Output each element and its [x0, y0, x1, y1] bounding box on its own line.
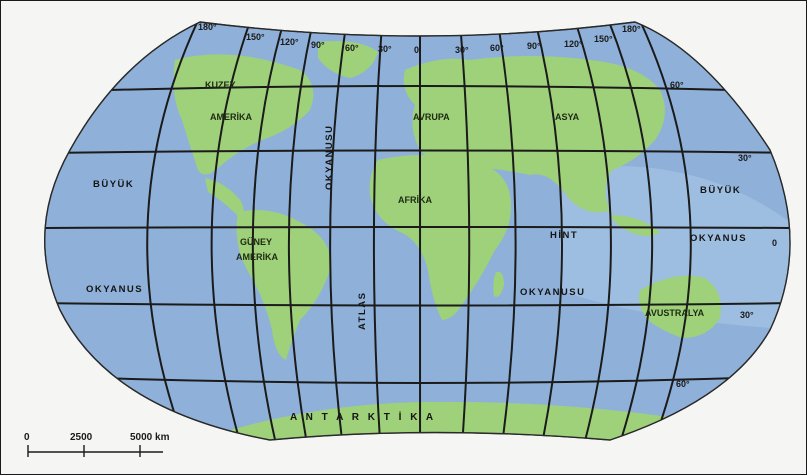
label-asia: ASYA [555, 112, 580, 122]
lat-label-30n: 30° [738, 153, 752, 163]
meridian-0 [146, 22, 209, 440]
scale-label-end: 5000 km [130, 432, 170, 443]
lon-label-w90: 90° [311, 40, 325, 50]
australia-landmass [639, 275, 721, 338]
lat-label-60n: 60° [670, 80, 684, 90]
lon-label-e90: 90° [527, 41, 541, 51]
meridian-11 [599, 22, 654, 440]
label-africa: AFRİKA [398, 195, 432, 205]
meridian-10 [567, 22, 612, 440]
meridian-5 [372, 22, 385, 440]
madagascar-landmass [493, 271, 504, 297]
lat-label-30s: 30° [740, 310, 754, 320]
lon-label-e30: 30° [455, 45, 469, 55]
meridian-2 [251, 22, 291, 440]
meridian-3 [287, 22, 319, 440]
lon-label-w30: 30° [378, 44, 392, 54]
label-pacific-west-1: BÜYÜK [93, 179, 134, 190]
label-atlantic-1: ATLAS [357, 292, 368, 330]
label-pacific-east-1: BÜYÜK [700, 185, 741, 196]
scale-label-start: 0 [24, 432, 30, 443]
label-indian-2: OKYANUSU [520, 287, 586, 298]
lon-label-w120: 120° [280, 37, 299, 47]
lat-label-60s: 60° [676, 379, 690, 389]
southeast-asia-islands [610, 215, 660, 236]
label-north-america-2: AMERİKA [210, 112, 252, 122]
map-outline [43, 21, 791, 441]
label-antarctica: A N T A R K T İ K A [290, 410, 436, 423]
scale-bar: 0 2500 5000 km [24, 432, 170, 457]
scale-label-mid: 2500 [70, 432, 93, 443]
meridian-1 [210, 22, 259, 440]
lon-label-0: 0 [414, 45, 419, 55]
label-pacific-east-2: OKYANUS [690, 233, 747, 244]
label-north-america-1: KUZEY [205, 80, 236, 90]
label-indian-1: HİNT [550, 230, 578, 241]
label-europe: AVRUPA [413, 112, 450, 122]
meridian-7 [457, 22, 471, 440]
label-south-america-2: AMERİKA [236, 252, 278, 262]
label-australia: AVUSTRALYA [645, 308, 705, 318]
lon-label-e180: 180° [622, 24, 641, 34]
lon-label-w180: 180° [198, 22, 217, 32]
lat-label-equator: 0 [772, 238, 777, 248]
meridian-12 [629, 22, 692, 440]
ocean-highlight [560, 166, 790, 330]
meridian-9 [529, 22, 563, 440]
meridian-8 [493, 22, 517, 440]
greenland-landmass [318, 41, 378, 78]
label-atlantic-2: OKYANUSU [324, 125, 335, 191]
label-south-america-1: GÜNEY [240, 237, 272, 247]
label-pacific-west-2: OKYANUS [86, 284, 143, 295]
lon-label-w60: 60° [345, 43, 359, 53]
africa-landmass [369, 155, 511, 320]
lon-label-w150: 150° [246, 32, 265, 42]
lon-label-e60: 60° [490, 43, 504, 53]
graticule-grid [44, 22, 790, 440]
north-america-landmass [173, 54, 314, 175]
lon-label-e150: 150° [594, 34, 613, 44]
south-america-landmass [236, 209, 331, 360]
lon-label-e120: 120° [564, 39, 583, 49]
meridian-4 [329, 22, 351, 440]
europe-asia-landmass [403, 56, 665, 213]
